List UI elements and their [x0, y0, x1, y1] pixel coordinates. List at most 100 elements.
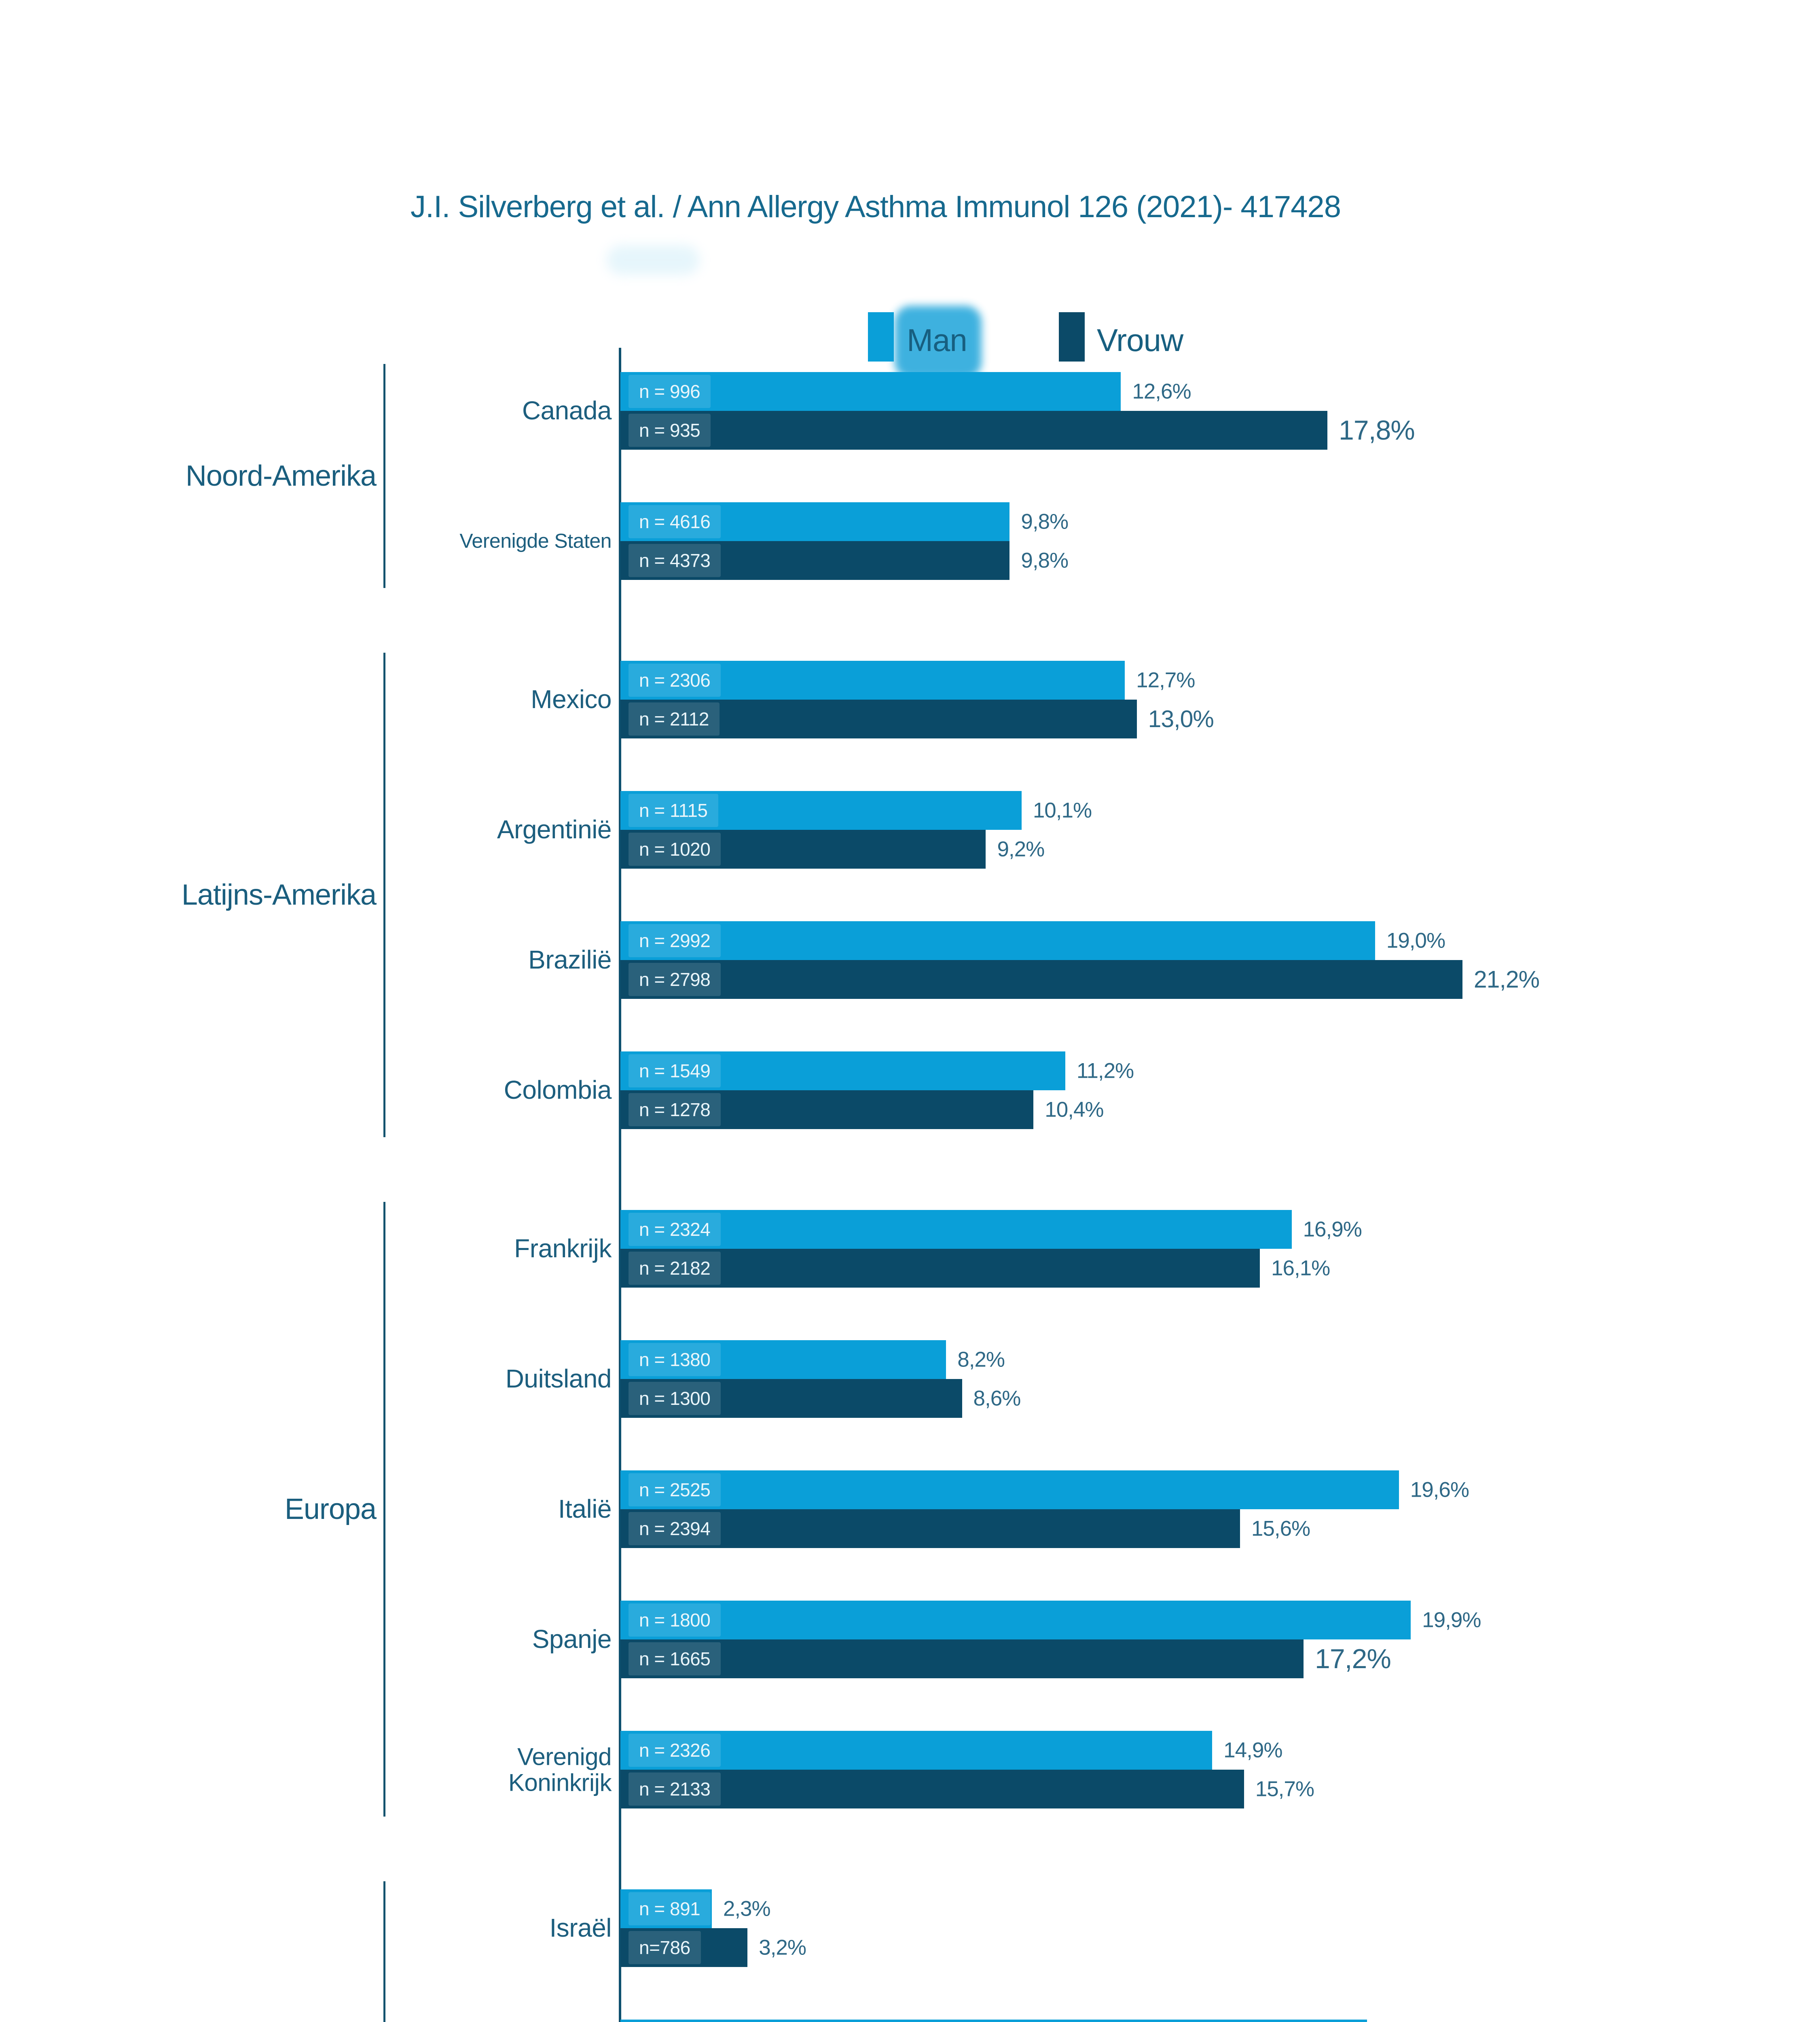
- n-label-man-verenigde-staten: n = 4616: [629, 505, 721, 538]
- pct-label-man-canada: 12,6%: [1132, 379, 1191, 404]
- region-line-1: [383, 653, 385, 1137]
- region-line-0: [383, 364, 385, 588]
- pct-label-man-frankrijk: 16,9%: [1303, 1217, 1362, 1242]
- country-label-line: Canada: [522, 396, 612, 425]
- pct-label-man-spanje: 19,9%: [1422, 1608, 1481, 1632]
- region-label-1: Latijns-Amerika: [181, 879, 377, 911]
- n-label-vrouw-spanje: n = 1665: [629, 1642, 721, 1675]
- bar-man-saoedi-arabie: n = 524: [620, 2020, 1367, 2022]
- n-label-man-argentinie: n = 1115: [629, 794, 718, 827]
- bar-man-verenigde-staten: n = 4616: [620, 502, 1010, 541]
- region-line-3: [383, 1881, 385, 2022]
- n-label-vrouw-verenigde-staten: n = 4373: [629, 544, 721, 577]
- n-label-man-israel: n = 891: [629, 1892, 711, 1925]
- country-label-brazilie: Brazilië: [528, 946, 612, 974]
- pct-label-vrouw-verenigd-koninkrijk: 15,7%: [1255, 1777, 1314, 1801]
- country-label-colombia: Colombia: [504, 1075, 612, 1105]
- legend-vrouw-swatch: [1059, 312, 1085, 362]
- bar-vrouw-verenigd-koninkrijk: n = 2133: [620, 1770, 1244, 1808]
- n-label-man-colombia: n = 1549: [629, 1054, 721, 1087]
- n-label-man-frankrijk: n = 2324: [629, 1213, 721, 1246]
- bar-vrouw-argentinie: n = 1020: [620, 830, 986, 869]
- bar-vrouw-verenigde-staten: n = 4373: [620, 541, 1010, 580]
- region-line-2: [383, 1202, 385, 1817]
- n-label-man-mexico: n = 2306: [629, 664, 721, 697]
- bar-man-duitsland: n = 1380: [620, 1340, 946, 1379]
- n-label-man-verenigd-koninkrijk: n = 2326: [629, 1734, 721, 1767]
- bar-vrouw-colombia: n = 1278: [620, 1090, 1034, 1129]
- n-label-vrouw-duitsland: n = 1300: [629, 1382, 721, 1415]
- n-label-man-spanje: n = 1800: [629, 1603, 721, 1637]
- pct-label-vrouw-duitsland: 8,6%: [973, 1386, 1021, 1411]
- country-label-line: Brazilië: [528, 945, 612, 975]
- bar-man-brazilie: n = 2992: [620, 921, 1375, 960]
- pct-label-vrouw-colombia: 10,4%: [1045, 1098, 1104, 1122]
- country-label-frankrijk: Frankrijk: [514, 1235, 612, 1263]
- bar-vrouw-brazilie: n = 2798: [620, 960, 1462, 999]
- country-label-line: Frankrijk: [514, 1234, 612, 1263]
- pct-label-vrouw-spanje: 17,2%: [1315, 1643, 1391, 1674]
- bar-vrouw-mexico: n = 2112: [620, 700, 1137, 738]
- n-label-man-brazilie: n = 2992: [629, 924, 721, 957]
- n-label-vrouw-colombia: n = 1278: [629, 1093, 721, 1126]
- n-label-vrouw-brazilie: n = 2798: [629, 963, 721, 996]
- legend-man-label: Man: [907, 322, 967, 358]
- n-label-vrouw-argentinie: n = 1020: [629, 833, 721, 866]
- country-label-duitsland: Duitsland: [506, 1365, 612, 1393]
- n-label-vrouw-verenigd-koninkrijk: n = 2133: [629, 1772, 721, 1806]
- pct-label-man-verenigd-koninkrijk: 14,9%: [1223, 1738, 1282, 1762]
- bar-man-colombia: n = 1549: [620, 1051, 1065, 1090]
- n-label-vrouw-canada: n = 935: [629, 414, 711, 447]
- pct-label-vrouw-brazilie: 21,2%: [1473, 966, 1540, 993]
- country-label-line: Spanje: [532, 1624, 612, 1654]
- country-label-mexico: Mexico: [531, 685, 612, 713]
- bar-vrouw-duitsland: n = 1300: [620, 1379, 962, 1418]
- pct-label-man-brazilie: 19,0%: [1386, 929, 1445, 953]
- bar-man-canada: n = 996: [620, 372, 1121, 411]
- legend-vrouw-label: Vrouw: [1097, 322, 1183, 358]
- n-label-vrouw-mexico: n = 2112: [629, 702, 720, 736]
- bar-man-argentinie: n = 1115: [620, 791, 1022, 830]
- bar-vrouw-canada: n = 935: [620, 411, 1327, 450]
- pct-label-man-israel: 2,3%: [723, 1897, 771, 1921]
- country-label-italie: Italië: [558, 1495, 612, 1523]
- country-label-line: Duitsland: [505, 1364, 612, 1394]
- bar-man-mexico: n = 2306: [620, 661, 1125, 700]
- n-label-man-canada: n = 996: [629, 375, 711, 408]
- legend-man-swatch: [868, 312, 894, 362]
- n-label-vrouw-frankrijk: n = 2182: [629, 1252, 721, 1285]
- pct-label-vrouw-canada: 17,8%: [1338, 415, 1415, 446]
- pct-label-man-mexico: 12,7%: [1136, 668, 1195, 692]
- legend-man-highlight: [895, 306, 982, 379]
- pct-label-man-verenigde-staten: 9,8%: [1021, 510, 1069, 534]
- country-label-line: Italië: [558, 1494, 612, 1524]
- bar-vrouw-israel: n=786: [620, 1928, 748, 1967]
- pct-label-vrouw-verenigde-staten: 9,8%: [1021, 548, 1069, 573]
- n-label-man-duitsland: n = 1380: [629, 1343, 721, 1376]
- region-label-2: Europa: [284, 1493, 377, 1525]
- pct-label-man-duitsland: 8,2%: [957, 1347, 1005, 1372]
- bar-vrouw-spanje: n = 1665: [620, 1639, 1304, 1678]
- bar-man-verenigd-koninkrijk: n = 2326: [620, 1731, 1213, 1770]
- country-label-line: Israël: [549, 1913, 612, 1943]
- country-label-line: Verenigd: [517, 1743, 612, 1770]
- bar-man-italie: n = 2525: [620, 1470, 1399, 1509]
- pct-label-man-italie: 19,6%: [1410, 1478, 1469, 1502]
- y-axis-line: [619, 348, 621, 2022]
- n-label-man-italie: n = 2525: [629, 1473, 721, 1506]
- bar-man-spanje: n = 1800: [620, 1601, 1411, 1639]
- country-label-israel: Israël: [550, 1914, 612, 1942]
- region-label-0: Noord-Amerika: [185, 460, 377, 492]
- pct-label-man-colombia: 11,2%: [1076, 1059, 1134, 1083]
- bar-vrouw-italie: n = 2394: [620, 1509, 1240, 1548]
- figure-title: J.I. Silverberg et al. / Ann Allergy Ast…: [411, 190, 1341, 224]
- pct-label-vrouw-israel: 3,2%: [759, 1935, 806, 1960]
- highlight-smudge: [607, 245, 700, 275]
- bar-man-frankrijk: n = 2324: [620, 1210, 1292, 1249]
- pct-label-man-argentinie: 10,1%: [1033, 798, 1092, 823]
- pct-label-vrouw-mexico: 13,0%: [1148, 706, 1214, 732]
- country-label-line: Argentinië: [497, 815, 612, 844]
- pct-label-vrouw-italie: 15,6%: [1251, 1516, 1310, 1541]
- country-label-line: Colombia: [504, 1075, 612, 1105]
